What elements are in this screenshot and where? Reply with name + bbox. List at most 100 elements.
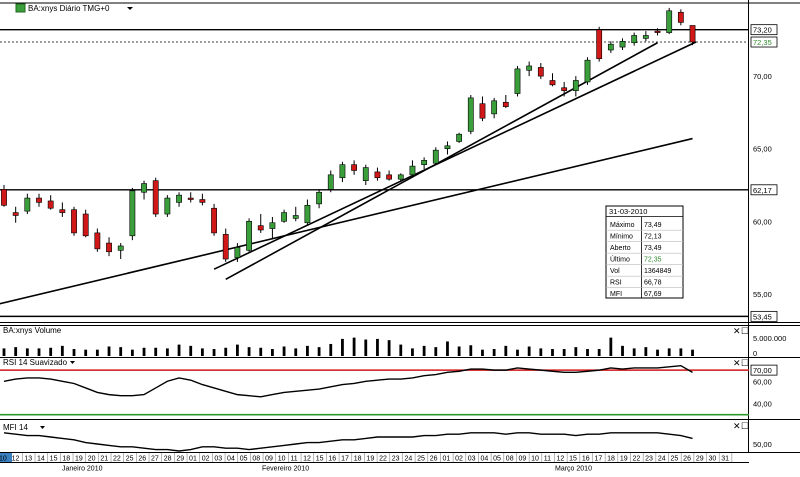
price-tick-label: 60,00	[753, 217, 772, 226]
volume-bar	[457, 346, 461, 356]
candle-body	[432, 149, 439, 164]
date-highlight	[0, 453, 12, 462]
rsi-close-icon[interactable]: ✕	[733, 358, 741, 368]
volume-bar	[84, 349, 88, 356]
volume-maximize-icon[interactable]: ☐	[741, 326, 749, 336]
rsi-line	[3, 364, 693, 398]
candle-body	[117, 245, 124, 251]
candle-body	[444, 145, 451, 150]
chart-window-icon[interactable]	[15, 3, 26, 13]
triangle-down-icon[interactable]	[127, 7, 133, 10]
date-tick-label: 19	[366, 456, 374, 463]
price-label-box	[750, 184, 778, 196]
date-ticks: 10 12 13 14 15 18 19 20 21 22 25 26 27 28 29 01 02 03 04 05…	[0, 453, 733, 473]
rsi-tick-label: 70,00	[753, 366, 772, 375]
date-tick-label: 12	[556, 456, 564, 463]
rsi-dropdown-icon[interactable]	[70, 361, 75, 364]
candle-body	[479, 103, 486, 119]
candle-body	[106, 242, 112, 253]
candle-body	[316, 191, 322, 205]
tooltip-rows: Máximo 73,49 Mínimo 72,13 Aberto 73,49 Último 7…	[606, 222, 683, 298]
candle-body	[199, 199, 206, 203]
volume-bar	[574, 347, 578, 356]
mfi-maximize-icon[interactable]: ☐	[741, 421, 749, 431]
candle-body	[1, 189, 7, 206]
date-tick-label: 15	[316, 456, 324, 463]
rsi-maximize-icon[interactable]: ☐	[741, 358, 749, 368]
date-tick-label: 02	[202, 456, 210, 463]
volume-bar	[14, 347, 18, 356]
mfi-plot	[3, 432, 693, 452]
date-tick-label: 05	[493, 456, 501, 463]
price-tick-label: 55,00	[753, 290, 772, 299]
candle-body	[596, 29, 603, 60]
volume-bar	[72, 349, 76, 356]
candle-body	[36, 197, 42, 203]
date-tick-label: 15	[50, 456, 58, 463]
date-tick-label: 01	[189, 456, 197, 463]
rsi-label-box	[750, 364, 778, 376]
candle-body	[339, 164, 346, 179]
mfi-panel: MFI 14 ✕ ☐	[0, 421, 800, 453]
tooltip-row-value: 73,49	[644, 222, 662, 229]
date-tick-label: 13	[24, 456, 32, 463]
price-tick-label: 70,00	[753, 72, 772, 81]
volume-bar	[504, 345, 508, 356]
candle-body	[514, 68, 521, 94]
volume-bar	[516, 349, 519, 356]
date-tick-label: 25	[671, 456, 679, 463]
tooltip-row-value: 72,35	[644, 257, 662, 264]
candle-body	[327, 174, 334, 190]
volume-bar	[25, 348, 29, 356]
volume-bar	[364, 339, 368, 356]
tooltip-row-label: Máximo	[610, 222, 635, 229]
volume-bar	[317, 347, 321, 356]
candle-body	[12, 212, 19, 216]
candle-body	[502, 101, 509, 107]
volume-bar	[539, 348, 543, 356]
chart-title: BA:xnys Diário TMG+0	[28, 4, 110, 13]
date-tick-label: 17	[594, 456, 602, 463]
date-tick-label: 08	[506, 456, 514, 463]
date-tick-label: 10	[0, 456, 7, 463]
date-tick-label: 18	[354, 456, 362, 463]
date-tick-label: 16	[582, 456, 590, 463]
month-label: Fevereiro 2010	[262, 466, 309, 473]
date-tick-label: 23	[645, 456, 653, 463]
candle-body	[59, 209, 66, 213]
price-tick-label: 72,35	[753, 38, 772, 47]
candle-body	[619, 40, 626, 48]
candle-body	[572, 80, 579, 91]
candle-body	[467, 97, 474, 132]
volume-bar	[597, 349, 601, 356]
date-tick-label: 11	[290, 456, 297, 463]
volume-bar	[352, 337, 356, 356]
date-tick-label: 17	[341, 456, 349, 463]
volume-bar	[551, 349, 554, 356]
mfi-dropdown-icon[interactable]	[40, 426, 45, 429]
volume-close-icon[interactable]: ✕	[733, 326, 741, 336]
candle-body	[677, 11, 684, 23]
date-tick-label: 10	[531, 456, 539, 463]
candle-body	[456, 133, 463, 142]
candle-body	[526, 65, 533, 71]
date-tick-label: 10	[278, 456, 286, 463]
date-tick-label: 21	[100, 456, 108, 463]
mfi-close-icon[interactable]: ✕	[733, 421, 741, 431]
candle-body	[24, 197, 31, 212]
volume-bar	[422, 345, 426, 356]
volume-bar	[212, 349, 216, 356]
candle-body	[607, 43, 614, 51]
candle-body	[584, 59, 591, 83]
date-tick-label: 12	[12, 456, 20, 463]
volume-bar	[632, 348, 636, 356]
date-tick-label: 14	[37, 456, 45, 463]
date-tick-label: 26	[683, 456, 691, 463]
volume-bar	[376, 338, 379, 356]
volume-bar	[259, 347, 263, 356]
date-tick-label: 27	[151, 456, 159, 463]
price-label-box	[750, 36, 778, 48]
candle-body	[269, 222, 276, 229]
